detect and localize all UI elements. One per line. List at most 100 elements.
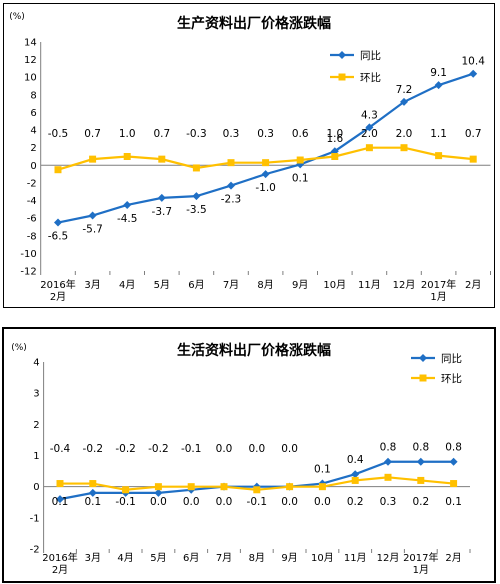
data-point-mom xyxy=(123,153,131,160)
data-label-yoy: -2.3 xyxy=(221,194,242,206)
data-point-mom xyxy=(187,483,195,491)
data-label-yoy: 4.3 xyxy=(361,109,378,121)
x-tick-label: 2月 xyxy=(465,279,481,291)
data-point-yoy xyxy=(449,457,458,466)
y-tick-label: 14 xyxy=(24,38,37,49)
y-tick-label: -2 xyxy=(27,178,37,189)
x-tick-label: 2016年 xyxy=(40,278,75,291)
data-label-mom: 0.0 xyxy=(216,496,233,508)
x-tick-label: 6月 xyxy=(188,279,204,291)
data-point-yoy xyxy=(416,457,425,466)
data-point-yoy xyxy=(227,181,235,190)
data-label-mom: 0.3 xyxy=(257,128,274,140)
data-point-yoy xyxy=(157,193,166,202)
y-tick-label: -1 xyxy=(30,513,40,524)
data-label-mom: -0.1 xyxy=(247,496,268,508)
data-point-mom xyxy=(469,155,477,163)
data-label-mom: 1.1 xyxy=(430,128,447,140)
data-point-mom xyxy=(318,483,326,491)
data-point-yoy xyxy=(469,69,478,78)
chart1-svg: 生产资料出厂价格涨跌幅 (%) -12 -10 -8 -6 -4 -2 0 2 4 6 8 10 12 14 2… xyxy=(9,12,491,303)
data-label-yoy: -3.7 xyxy=(152,206,173,218)
legend-marker xyxy=(419,354,427,362)
data-point-yoy xyxy=(261,170,270,179)
data-point-yoy xyxy=(384,457,392,466)
data-point-mom xyxy=(220,483,228,491)
data-label-yoy: 0.8 xyxy=(412,442,429,454)
data-label-yoy: -4.5 xyxy=(117,213,138,225)
data-label-yoy: 10.4 xyxy=(462,56,486,68)
data-label-yoy: 0.8 xyxy=(380,442,397,454)
data-point-mom xyxy=(158,155,166,163)
data-label-mom: 0.7 xyxy=(84,128,101,140)
data-point-yoy xyxy=(154,488,163,497)
y-tick-label: -10 xyxy=(20,249,36,260)
y-tick-label: 8 xyxy=(30,90,36,101)
data-label-mom: 0.2 xyxy=(347,496,364,508)
data-point-yoy xyxy=(192,192,201,201)
data-point-mom xyxy=(365,144,373,152)
legend-marker xyxy=(419,374,427,382)
x-tick-label: 11月 xyxy=(344,552,367,564)
x-tick-label: 4月 xyxy=(117,552,133,564)
x-tick-label: 1月 xyxy=(413,564,429,576)
data-point-yoy xyxy=(434,81,443,90)
series-line-yoy xyxy=(57,72,474,224)
x-tick-label: 5月 xyxy=(154,279,170,291)
legend-label: 同比 xyxy=(360,49,381,62)
data-label-yoy: 7.2 xyxy=(396,84,413,96)
x-tick-label: 8月 xyxy=(257,279,273,291)
data-point-mom xyxy=(435,152,443,160)
data-label-yoy: -1.0 xyxy=(255,182,276,194)
data-point-mom xyxy=(253,486,261,494)
data-label-yoy: 0.0 xyxy=(281,443,298,455)
x-tick-label: 3月 xyxy=(85,552,101,564)
data-label-mom: 0.1 xyxy=(84,496,101,508)
x-tick-label: 12月 xyxy=(393,279,416,291)
x-tick-label: 9月 xyxy=(292,279,308,291)
y-tick-label: 12 xyxy=(24,55,37,66)
data-label-mom: -0.3 xyxy=(186,128,207,140)
chart-title: 生产资料出厂价格涨跌幅 xyxy=(177,15,331,32)
data-label-yoy: 0.0 xyxy=(248,443,265,455)
y-tick-label: -4 xyxy=(27,196,37,207)
data-point-mom xyxy=(54,166,62,174)
x-tick-label: 8月 xyxy=(249,552,265,564)
data-point-mom xyxy=(56,480,64,488)
legend-label: 环比 xyxy=(441,372,462,385)
data-label-yoy: -0.2 xyxy=(83,443,104,455)
data-point-yoy xyxy=(123,200,132,209)
chart-consumer-goods-price: 生活资料出厂价格涨跌幅 (%) -2 -1 0 1 2 3 4 2016年 2月 3月 4月 5月 6月 7月… xyxy=(2,327,496,583)
y-tick-label: 1 xyxy=(33,451,39,462)
data-point-mom xyxy=(89,155,97,163)
data-point-mom xyxy=(351,476,359,484)
data-label-mom: 0.1 xyxy=(52,496,69,508)
data-label-mom: 0.7 xyxy=(153,128,170,140)
data-point-mom xyxy=(262,159,270,167)
y-tick-label: 10 xyxy=(24,73,37,84)
x-tick-label: 10月 xyxy=(311,552,334,564)
data-label-mom: 2.0 xyxy=(396,128,413,140)
data-point-yoy xyxy=(88,488,97,497)
x-tick-label: 11月 xyxy=(358,279,381,291)
y-tick-label: 4 xyxy=(33,358,39,369)
data-label-mom: 0.1 xyxy=(445,496,462,508)
data-point-mom xyxy=(450,480,458,488)
data-point-yoy xyxy=(88,211,97,220)
y-tick-label: 0 xyxy=(33,482,39,493)
chart-producer-goods-price: 生产资料出厂价格涨跌幅 (%) -12 -10 -8 -6 -4 -2 0 2 4 6 8 10 12 14 2… xyxy=(3,3,495,308)
x-tick-label: 7月 xyxy=(223,279,239,291)
data-label-yoy: 0.0 xyxy=(216,443,233,455)
data-point-mom xyxy=(331,153,339,160)
data-label-yoy: -0.1 xyxy=(181,443,202,455)
y-axis-unit: (%) xyxy=(11,343,27,353)
data-point-mom xyxy=(400,144,408,152)
data-label-yoy: -0.2 xyxy=(115,443,136,455)
data-label-mom: 0.6 xyxy=(292,128,309,140)
x-tick-label: 9月 xyxy=(281,552,297,564)
x-tick-label: 5月 xyxy=(150,552,166,564)
data-label-yoy: 0.4 xyxy=(347,454,364,466)
data-label-mom: 0.2 xyxy=(412,496,429,508)
data-label-mom: 0.0 xyxy=(314,496,331,508)
y-tick-label: 6 xyxy=(30,108,36,119)
